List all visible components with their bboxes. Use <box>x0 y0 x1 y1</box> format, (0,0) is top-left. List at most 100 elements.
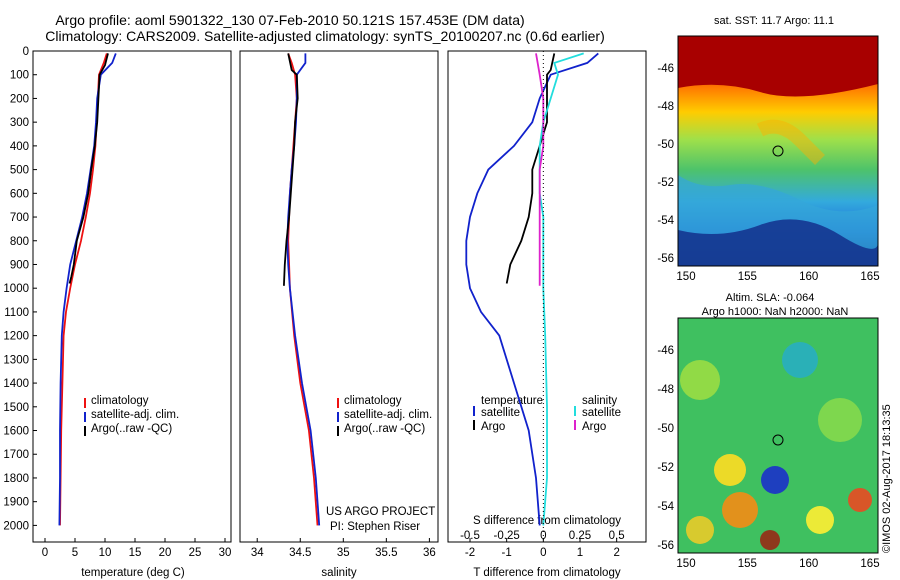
map-y-tick-label: -56 <box>657 253 674 265</box>
x-tick-label: 35 <box>337 547 350 559</box>
sla-map-subtitle: Argo h1000: NaN h2000: NaN <box>702 306 849 318</box>
sst-map-frame <box>677 35 879 267</box>
x-tick-label: 15 <box>129 547 142 559</box>
y-tick-label: 500 <box>10 165 29 177</box>
map-x-tick-label: 150 <box>676 271 695 283</box>
difference-legend-heading: salinity <box>582 395 617 407</box>
x-tick-label: 5 <box>72 547 78 559</box>
temperature-xlabel: temperature (deg C) <box>81 567 185 579</box>
map-y-tick-label: -50 <box>657 423 674 435</box>
y-tick-label: 900 <box>10 259 29 271</box>
temperature-panel <box>32 50 232 543</box>
y-tick-label: 100 <box>10 70 29 82</box>
series-line-temperature-argo <box>505 53 556 284</box>
y-tick-label: 200 <box>10 93 29 105</box>
series-line-satellite-adj-clim- <box>286 53 321 526</box>
map-y-tick-label: -54 <box>657 501 674 513</box>
tdiff-xlabel: T difference from climatology <box>473 567 620 579</box>
temperature-legend-item: climatology <box>91 395 149 407</box>
salinity-xlabel: salinity <box>321 567 356 579</box>
y-tick-label: 2000 <box>3 520 29 532</box>
map-y-tick-label: -46 <box>657 345 674 357</box>
x-tick-label: 30 <box>219 547 232 559</box>
temperature-legend-item: satellite-adj. clim. <box>91 409 179 421</box>
sdiff-tick-label: -0.25 <box>494 530 520 542</box>
x-tick-label: -2 <box>465 547 475 559</box>
title-line1: Argo profile: aoml 5901322_130 07-Feb-20… <box>55 12 524 28</box>
sdiff-tick-label: 0.5 <box>609 530 625 542</box>
temperature-legend-item: Argo(..raw -QC) <box>91 423 172 435</box>
map-y-tick-label: -56 <box>657 540 674 552</box>
map-x-tick-label: 160 <box>799 271 818 283</box>
x-tick-label: 36 <box>423 547 436 559</box>
sdiff-tick-label: 0 <box>540 530 546 542</box>
y-tick-label: 1900 <box>3 497 29 509</box>
pi-credit: PI: Stephen Riser <box>330 521 420 533</box>
map-y-tick-label: -54 <box>657 215 674 227</box>
map-y-tick-label: -48 <box>657 384 674 396</box>
y-tick-label: 400 <box>10 141 29 153</box>
map-x-tick-label: 165 <box>860 558 879 570</box>
imos-watermark: ©IMOS 02-Aug-2017 18:13:35 <box>881 404 893 553</box>
map-y-tick-label: -46 <box>657 63 674 75</box>
sdiff-tick-label: 0.25 <box>569 530 591 542</box>
y-tick-label: 1600 <box>3 426 29 438</box>
y-tick-label: 1400 <box>3 378 29 390</box>
difference-legend: temperature salinity satellite Argo sate… <box>473 395 621 433</box>
map-x-tick-label: 155 <box>738 558 757 570</box>
series-line-argo-raw-qc- <box>283 53 299 286</box>
difference-legend-item: Argo <box>582 421 606 433</box>
x-tick-label: 0 <box>42 547 48 559</box>
y-tick-label: 1000 <box>3 283 29 295</box>
series-line-argo-raw-qc- <box>68 53 109 284</box>
series-line-satellite-adj-clim- <box>58 53 117 526</box>
salinity-legend-item: Argo(..raw -QC) <box>344 423 425 435</box>
y-tick-label: 0 <box>23 46 29 58</box>
x-tick-label: 35.5 <box>375 547 397 559</box>
y-tick-label: 700 <box>10 212 29 224</box>
x-tick-label: 2 <box>613 547 619 559</box>
salinity-panel <box>239 50 439 543</box>
map-y-tick-label: -50 <box>657 139 674 151</box>
difference-legend-item: Argo <box>481 421 505 433</box>
difference-panel <box>447 50 647 543</box>
salinity-legend-item: satellite-adj. clim. <box>344 409 432 421</box>
series-line-salinity-argo <box>535 53 545 286</box>
sla-map-frame <box>677 317 879 554</box>
x-tick-label: 1 <box>577 547 583 559</box>
project-credit: US ARGO PROJECT <box>326 506 435 518</box>
series-line-temperature-satellite <box>465 52 599 526</box>
x-tick-label: 10 <box>99 547 112 559</box>
y-tick-label: 800 <box>10 236 29 248</box>
title-line2: Climatology: CARS2009. Satellite-adjuste… <box>45 28 605 44</box>
salinity-legend-item: climatology <box>344 395 402 407</box>
sst-map-title: sat. SST: 11.7 Argo: 11.1 <box>714 15 834 27</box>
map-y-tick-label: -52 <box>657 177 674 189</box>
y-tick-label: 600 <box>10 188 29 200</box>
map-y-tick-label: -52 <box>657 462 674 474</box>
sdiff-tick-label: -0.5 <box>460 530 480 542</box>
map-x-tick-label: 155 <box>738 271 757 283</box>
sla-argo-marker <box>772 434 784 446</box>
sst-map <box>678 36 878 266</box>
difference-legend-item: satellite <box>582 407 621 419</box>
sdiff-xlabel: S difference from climatology <box>473 515 621 527</box>
sst-argo-marker <box>772 145 784 157</box>
map-x-tick-label: 165 <box>860 271 879 283</box>
y-tick-label: 1300 <box>3 354 29 366</box>
y-tick-label: 1700 <box>3 449 29 461</box>
y-tick-label: 300 <box>10 117 29 129</box>
difference-legend-heading: temperature <box>481 395 543 407</box>
salinity-legend: climatology satellite-adj. clim. Argo(..… <box>337 395 432 436</box>
x-tick-label: 0 <box>540 547 546 559</box>
x-tick-label: 34 <box>251 547 264 559</box>
x-tick-label: 25 <box>189 547 202 559</box>
sla-map-title: Altim. SLA: -0.064 <box>726 292 815 304</box>
x-tick-label: 20 <box>159 547 172 559</box>
temperature-legend: climatology satellite-adj. clim. Argo(..… <box>84 395 179 436</box>
y-tick-label: 1800 <box>3 473 29 485</box>
difference-legend-item: satellite <box>481 407 520 419</box>
x-tick-label: -1 <box>502 547 512 559</box>
x-tick-label: 34.5 <box>289 547 311 559</box>
